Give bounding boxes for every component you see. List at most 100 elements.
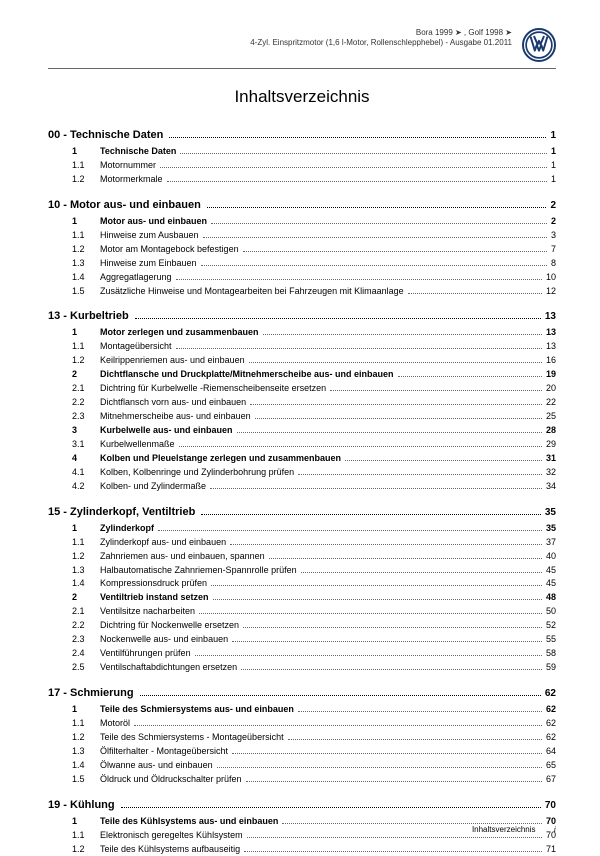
leader-dots [232,753,542,754]
entry-number: 2.1 [72,605,100,619]
entry-text: Kolben- und Zylindermaße [100,480,206,494]
leader-dots [217,767,542,768]
entry-text: Motor zerlegen und zusammenbauen [100,326,259,340]
toc-entry: 1.1Motoröl62 [48,717,556,731]
toc-entry: 2.2Dichtflansch vorn aus- und einbauen22 [48,396,556,410]
header-line2: 4-Zyl. Einspritzmotor (1,6 l-Motor, Roll… [48,38,512,48]
entry-text: Motornummer [100,159,156,173]
toc-entry: 1.2Teile des Kühlsystems aufbauseitig71 [48,843,556,856]
leader-dots [211,585,542,586]
entry-number: 1.1 [72,229,100,243]
toc-entry: 2.3Mitnehmerscheibe aus- und einbauen25 [48,410,556,424]
entry-text: Zylinderkopf [100,522,154,536]
entry-number: 1.2 [72,550,100,564]
entry-number: 1.4 [72,759,100,773]
toc-section: 15 - Zylinderkopf, Ventiltrieb351Zylinde… [48,506,556,675]
leader-dots [246,781,542,782]
toc-entry: 4Kolben und Pleuelstange zerlegen und zu… [48,452,556,466]
entry-page: 62 [546,703,556,717]
entry-text: Elektronisch geregeltes Kühlsystem [100,829,243,843]
table-of-contents: 00 - Technische Daten11Technische Daten1… [48,129,556,856]
entry-text: Teile des Kühlsystems aus- und einbauen [100,815,278,829]
leader-dots [301,572,542,573]
leader-dots [180,153,547,154]
toc-entry: 3.1Kurbelwellenmaße29 [48,438,556,452]
toc-entry: 2Ventiltrieb instand setzen48 [48,591,556,605]
leader-dots [298,711,542,712]
leader-dots [121,807,541,808]
entry-page: 31 [546,452,556,466]
toc-entry: 1.1Zylinderkopf aus- und einbauen37 [48,536,556,550]
toc-entry: 1Motor aus- und einbauen2 [48,215,556,229]
entry-page: 55 [546,633,556,647]
entry-text: Kolben und Pleuelstange zerlegen und zus… [100,452,341,466]
entry-number: 1.5 [72,285,100,299]
entry-page: 37 [546,536,556,550]
entry-text: Ölfilterhalter - Montageübersicht [100,745,228,759]
entry-page: 65 [546,759,556,773]
entry-text: Zusätzliche Hinweise und Montagearbeiten… [100,285,404,299]
leader-dots [195,655,542,656]
toc-entry: 2Dichtflansche und Druckplatte/Mitnehmer… [48,368,556,382]
entry-page: 59 [546,661,556,675]
toc-entry: 2.5Ventilschaftabdichtungen ersetzen 59 [48,661,556,675]
footer-label: Inhaltsverzeichnis [472,825,536,834]
toc-entry: 1.2Zahnriemen aus- und einbauen, spannen… [48,550,556,564]
section-page: 35 [545,507,556,518]
entry-number: 1.2 [72,843,100,856]
leader-dots [408,293,542,294]
toc-entry: 1Technische Daten1 [48,145,556,159]
section-heading: 15 - Zylinderkopf, Ventiltrieb35 [48,506,556,518]
entry-number: 1.3 [72,745,100,759]
toc-entry: 2.3Nockenwelle aus- und einbauen55 [48,633,556,647]
toc-entry: 1.2Teile des Schmiersystems - Montageübe… [48,731,556,745]
entry-number: 2.5 [72,661,100,675]
entry-page: 3 [551,229,556,243]
entry-text: Dichtring für Kurbelwelle -Riemenscheibe… [100,382,326,396]
leader-dots [199,613,542,614]
entry-page: 13 [546,340,556,354]
entry-page: 28 [546,424,556,438]
entry-text: Aggregatlagerung [100,271,172,285]
entry-number: 4.1 [72,466,100,480]
entry-number: 2.3 [72,633,100,647]
leader-dots [232,641,542,642]
entry-number: 1 [72,215,100,229]
entry-text: Öldruck und Öldruckschalter prüfen [100,773,242,787]
entry-number: 1 [72,815,100,829]
entry-text: Ventilschaftabdichtungen ersetzen [100,661,237,675]
entry-text: Zahnriemen aus- und einbauen, spannen [100,550,265,564]
leader-dots [176,348,542,349]
entry-page: 20 [546,382,556,396]
leader-dots [398,376,542,377]
entry-number: 1.4 [72,271,100,285]
entry-text: Teile des Schmiersystems aus- und einbau… [100,703,294,717]
entry-number: 1.1 [72,829,100,843]
leader-dots [243,627,542,628]
leader-dots [213,599,542,600]
section-heading: 10 - Motor aus- und einbauen2 [48,199,556,211]
page-title: Inhaltsverzeichnis [48,87,556,107]
entry-number: 2 [72,368,100,382]
entry-text: Zylinderkopf aus- und einbauen [100,536,226,550]
entry-text: Hinweise zum Einbauen [100,257,197,271]
entry-text: Kurbelwelle aus- und einbauen [100,424,233,438]
leader-dots [345,460,542,461]
entry-page: 40 [546,550,556,564]
entry-number: 2.3 [72,410,100,424]
section-heading: 17 - Schmierung62 [48,687,556,699]
section-heading: 13 - Kurbeltrieb13 [48,310,556,322]
leader-dots [298,474,542,475]
entry-text: Technische Daten [100,145,176,159]
entry-number: 1.1 [72,717,100,731]
entry-text: Keilrippenriemen aus- und einbauen [100,354,245,368]
entry-number: 1.2 [72,354,100,368]
leader-dots [201,514,541,515]
entry-text: Motoröl [100,717,130,731]
header-text: Bora 1999 ➤ , Golf 1998 ➤ 4-Zyl. Einspri… [48,28,522,49]
leader-dots [282,823,542,824]
leader-dots [263,334,542,335]
entry-number: 1.4 [72,577,100,591]
section-page: 70 [545,800,556,811]
leader-dots [244,851,542,852]
